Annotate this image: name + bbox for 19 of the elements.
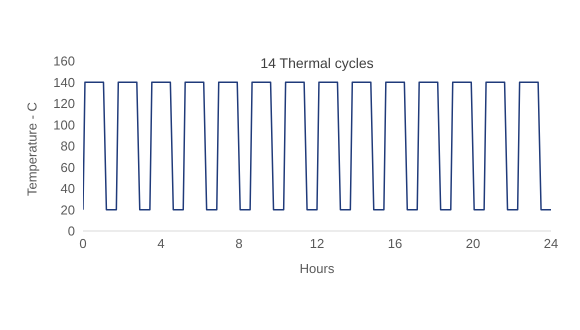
x-axis-title: Hours	[300, 261, 335, 276]
x-tick-label: 16	[388, 236, 402, 252]
y-tick-label: 120	[53, 96, 75, 112]
y-tick-label: 160	[53, 54, 75, 69]
y-axis-title: Temperature - C	[24, 102, 40, 196]
y-tick-label: 0	[68, 224, 75, 239]
y-tick-label: 80	[60, 138, 75, 154]
y-tick-label: 20	[60, 202, 75, 218]
x-tick-label: 0	[79, 236, 87, 252]
x-tick-label: 20	[466, 236, 480, 252]
x-tick-label: 8	[235, 236, 243, 252]
y-tick-label: 140	[53, 74, 75, 90]
x-tick-label: 4	[157, 236, 165, 252]
y-tick-label: 40	[60, 181, 75, 196]
x-tick-label: 12	[310, 236, 324, 252]
x-tick-label: 24	[544, 236, 558, 252]
y-tick-label: 100	[53, 117, 75, 132]
chart-title: 14 Thermal cycles	[259, 55, 375, 71]
y-tick-label: 60	[60, 160, 75, 175]
